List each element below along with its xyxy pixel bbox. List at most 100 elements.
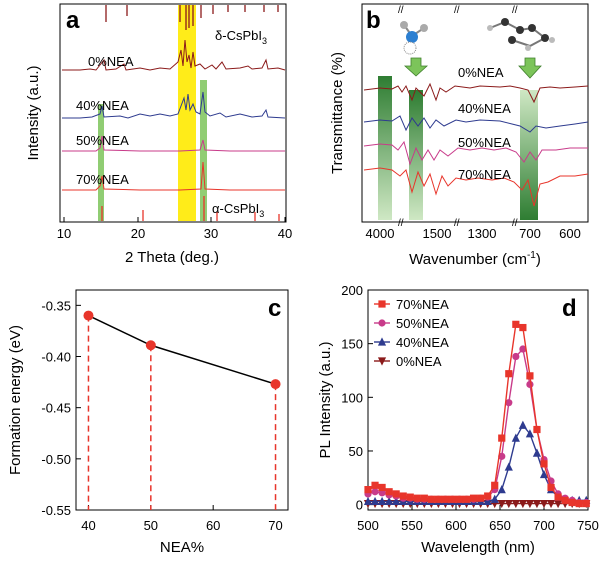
xrd-trace-0-nea xyxy=(62,39,286,71)
panel-d: d Wavelength (nm) PL Intensity (a.u.) 50… xyxy=(317,283,599,556)
panel-c-ytick-label: -0.50 xyxy=(41,452,71,467)
panel-c-ylabel: Formation energy (eV) xyxy=(7,325,24,475)
pl-point xyxy=(561,496,569,504)
formation-energy-point xyxy=(145,340,156,351)
panel-c-ytick-label: -0.45 xyxy=(41,401,71,416)
xrd-trace-50-nea xyxy=(62,135,285,152)
pl-point xyxy=(498,434,506,442)
pl-point xyxy=(392,496,401,506)
ftir-band-2 xyxy=(409,90,423,220)
pl-point xyxy=(441,495,450,503)
xrd-trace-70-nea xyxy=(62,161,285,191)
panel-letter-b: b xyxy=(366,7,381,34)
panel-c-ytick-label: -0.35 xyxy=(41,298,71,313)
panel-a-xlabel: 2 Theta (deg.) xyxy=(125,249,219,266)
svg-text://: // xyxy=(454,218,460,229)
ftir-trace-40-nea xyxy=(363,115,589,133)
pl-point xyxy=(420,494,428,502)
panel-d-ytick-label: 50 xyxy=(349,444,363,459)
pl-point xyxy=(539,499,549,509)
panel-letter-a: a xyxy=(66,7,80,34)
pl-point xyxy=(575,499,583,508)
pl-point xyxy=(491,481,499,489)
formation-energy-point xyxy=(270,379,281,390)
ftir-label-40: 40%NEA xyxy=(458,101,511,116)
svg-text:30: 30 xyxy=(204,226,218,241)
legend-marker xyxy=(377,337,387,346)
pl-point xyxy=(526,380,534,389)
formation-energy-line xyxy=(88,314,276,385)
panel-d-xtick-label: 500 xyxy=(357,518,379,533)
pl-point xyxy=(519,323,527,332)
xrd-trace-40-nea xyxy=(62,91,286,119)
pl-point xyxy=(518,420,527,429)
pl-point xyxy=(370,496,380,506)
panel-d-xlabel: Wavelength (nm) xyxy=(421,539,535,556)
panel-d-ytick-label: 100 xyxy=(341,390,363,405)
alpha-phase-label: α-CsPbI3 xyxy=(212,201,264,219)
ftir-label-50: 50%NEA xyxy=(458,135,511,150)
panel-d-xtick-label: 550 xyxy=(401,518,423,533)
pl-point xyxy=(378,483,386,492)
pl-point xyxy=(554,493,562,501)
svg-text://: // xyxy=(454,5,460,16)
legend-label: 40%NEA xyxy=(396,335,449,350)
panel-c-xtick-label: 70 xyxy=(268,518,282,533)
panel-c: c NEA% Formation energy (eV) 40 50 60 70 -0.… xyxy=(7,289,289,556)
pl-point xyxy=(497,485,506,494)
delta-reference-sticks xyxy=(105,5,279,30)
arrow-down-icon xyxy=(403,57,429,77)
pl-point xyxy=(385,496,394,506)
pl-point xyxy=(505,399,513,407)
svg-text://: // xyxy=(398,218,404,229)
pl-point xyxy=(483,496,492,506)
panel-d-xtick-label: 600 xyxy=(445,518,467,533)
pl-point xyxy=(540,460,548,468)
pl-point xyxy=(455,495,464,503)
svg-text://: // xyxy=(512,218,518,229)
pl-point xyxy=(512,320,520,328)
formation-energy-point xyxy=(83,310,94,321)
axis-break-marks: // // // // // // xyxy=(398,5,518,229)
panel-b-xticks: 4000 1500 1300 700 600 xyxy=(366,226,581,241)
panel-a-ylabel: Intensity (a.u.) xyxy=(25,65,42,160)
pl-point xyxy=(363,496,373,506)
pl-point xyxy=(490,494,499,503)
svg-text://: // xyxy=(512,5,518,16)
pl-point xyxy=(484,492,492,500)
pl-point xyxy=(525,499,535,509)
panel-d-ytick-label: 0 xyxy=(356,498,363,513)
panel-c-xlabel: NEA% xyxy=(160,539,204,556)
ftir-trace-0-nea xyxy=(363,82,589,104)
xrd-label-70: 70%NEA xyxy=(76,172,129,187)
panel-b: 0%NEA 40%NEA 50%NEA 70%NEA b ////// ////… xyxy=(329,3,589,268)
pl-point xyxy=(371,488,379,496)
panel-a: 0%NEA 40%NEA 50%NEA 70%NEA δ-CsPbI3 α-Cs… xyxy=(25,3,292,266)
legend-label: 50%NEA xyxy=(396,316,449,331)
pl-point xyxy=(512,352,520,361)
svg-text://: // xyxy=(398,5,404,16)
svg-text:1500: 1500 xyxy=(423,226,452,241)
panel-a-xticks: 10 20 30 40 xyxy=(57,217,292,241)
pl-point xyxy=(519,345,527,353)
pl-point xyxy=(413,494,421,502)
legend-marker xyxy=(378,300,386,308)
panel-d-xtick-label: 650 xyxy=(489,518,511,533)
molecule-icon xyxy=(400,21,428,55)
svg-text:20: 20 xyxy=(131,226,145,241)
ftir-band-1 xyxy=(378,76,392,220)
pl-point xyxy=(377,496,387,506)
pl-point xyxy=(392,490,400,498)
svg-text:40: 40 xyxy=(278,226,292,241)
ftir-label-70: 70%NEA xyxy=(458,167,511,182)
molecule-icon xyxy=(487,18,555,51)
pl-point xyxy=(525,429,535,438)
pl-point xyxy=(568,498,576,507)
svg-text:700: 700 xyxy=(519,226,541,241)
pl-point xyxy=(504,499,513,509)
panel-d-xtick-label: 700 xyxy=(533,518,555,533)
svg-text:10: 10 xyxy=(57,226,71,241)
pl-point xyxy=(511,433,520,442)
panel-c-xtick-label: 60 xyxy=(206,518,220,533)
svg-text:1300: 1300 xyxy=(468,226,497,241)
